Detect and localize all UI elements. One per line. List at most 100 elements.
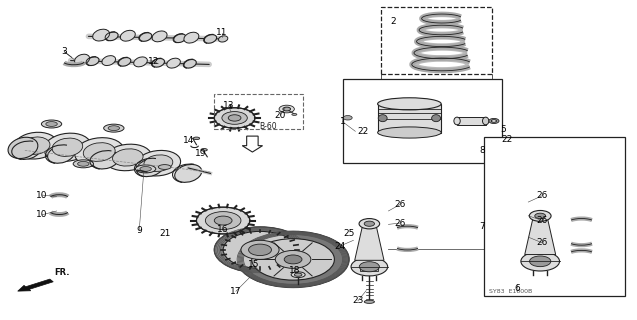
- Polygon shape: [525, 220, 555, 254]
- Ellipse shape: [118, 58, 131, 66]
- Ellipse shape: [291, 272, 305, 277]
- Circle shape: [196, 207, 250, 234]
- Ellipse shape: [136, 159, 164, 177]
- FancyArrow shape: [18, 279, 54, 291]
- Circle shape: [205, 212, 241, 229]
- Ellipse shape: [136, 165, 156, 173]
- Ellipse shape: [104, 144, 152, 171]
- Bar: [214, 94, 303, 129]
- Ellipse shape: [218, 36, 228, 42]
- Text: 14: 14: [183, 136, 194, 145]
- Circle shape: [529, 256, 551, 267]
- Circle shape: [283, 107, 290, 111]
- Ellipse shape: [152, 31, 167, 42]
- Text: 20: 20: [275, 111, 286, 120]
- Circle shape: [521, 252, 559, 271]
- Ellipse shape: [159, 164, 171, 169]
- Ellipse shape: [52, 138, 83, 156]
- Text: 3: 3: [61, 47, 67, 56]
- Ellipse shape: [102, 56, 115, 66]
- Text: FR.: FR.: [54, 268, 69, 277]
- Ellipse shape: [144, 155, 173, 172]
- Circle shape: [284, 255, 302, 264]
- Ellipse shape: [75, 54, 90, 65]
- Text: 24: 24: [334, 242, 346, 251]
- Circle shape: [214, 216, 232, 225]
- Ellipse shape: [201, 148, 207, 151]
- Ellipse shape: [78, 161, 89, 166]
- Ellipse shape: [167, 58, 180, 68]
- Ellipse shape: [75, 138, 124, 166]
- Text: 26: 26: [536, 238, 548, 247]
- Ellipse shape: [204, 35, 217, 43]
- Text: 26: 26: [536, 191, 548, 200]
- Text: 23: 23: [352, 296, 364, 305]
- Text: 6: 6: [514, 284, 520, 292]
- Ellipse shape: [193, 137, 199, 140]
- Ellipse shape: [48, 145, 75, 163]
- Text: SY83  E1600B: SY83 E1600B: [489, 290, 532, 294]
- Circle shape: [529, 211, 551, 221]
- Circle shape: [223, 231, 297, 268]
- Circle shape: [237, 231, 349, 287]
- Text: 2: 2: [390, 17, 396, 26]
- Polygon shape: [378, 104, 441, 132]
- Ellipse shape: [378, 127, 441, 138]
- Text: 22: 22: [357, 127, 369, 136]
- Ellipse shape: [175, 164, 202, 182]
- Ellipse shape: [140, 166, 152, 171]
- Ellipse shape: [140, 33, 152, 41]
- Ellipse shape: [184, 32, 199, 43]
- Ellipse shape: [364, 300, 375, 303]
- Ellipse shape: [136, 150, 181, 176]
- Ellipse shape: [378, 115, 387, 122]
- Circle shape: [241, 240, 279, 260]
- Text: B-60: B-60: [259, 122, 276, 131]
- Circle shape: [491, 120, 496, 122]
- Circle shape: [343, 116, 352, 120]
- Text: 21: 21: [159, 229, 170, 238]
- Ellipse shape: [174, 34, 186, 43]
- Circle shape: [228, 115, 241, 121]
- Circle shape: [489, 118, 499, 124]
- Ellipse shape: [22, 137, 50, 154]
- Ellipse shape: [41, 120, 62, 128]
- Text: 26: 26: [536, 216, 548, 225]
- Polygon shape: [355, 227, 384, 260]
- Ellipse shape: [87, 57, 99, 66]
- Bar: [381, 7, 492, 74]
- Ellipse shape: [113, 149, 143, 166]
- Text: 5: 5: [500, 125, 506, 134]
- Ellipse shape: [134, 57, 147, 67]
- Ellipse shape: [120, 30, 135, 41]
- Circle shape: [248, 244, 271, 256]
- Ellipse shape: [152, 59, 164, 67]
- Bar: [483, 137, 625, 296]
- Text: 17: 17: [230, 287, 241, 296]
- Circle shape: [252, 239, 334, 280]
- Ellipse shape: [454, 117, 461, 125]
- Text: 7: 7: [480, 222, 485, 231]
- Circle shape: [535, 213, 546, 219]
- Text: 26: 26: [394, 219, 406, 228]
- Text: 18: 18: [289, 266, 300, 276]
- Ellipse shape: [13, 132, 58, 159]
- Text: 11: 11: [216, 28, 227, 37]
- Ellipse shape: [184, 60, 196, 68]
- Ellipse shape: [292, 114, 297, 116]
- Ellipse shape: [44, 133, 91, 161]
- Circle shape: [351, 258, 388, 276]
- Text: 10: 10: [36, 210, 48, 219]
- Ellipse shape: [482, 117, 489, 125]
- Ellipse shape: [104, 124, 124, 132]
- Text: 16: 16: [217, 225, 229, 234]
- Circle shape: [275, 251, 311, 268]
- Circle shape: [359, 219, 380, 229]
- Text: 9: 9: [136, 226, 142, 235]
- Circle shape: [214, 227, 306, 273]
- Text: 19: 19: [194, 149, 206, 158]
- Text: 8: 8: [480, 146, 485, 155]
- Circle shape: [222, 112, 247, 124]
- Text: 13: 13: [222, 101, 234, 110]
- Ellipse shape: [106, 32, 118, 41]
